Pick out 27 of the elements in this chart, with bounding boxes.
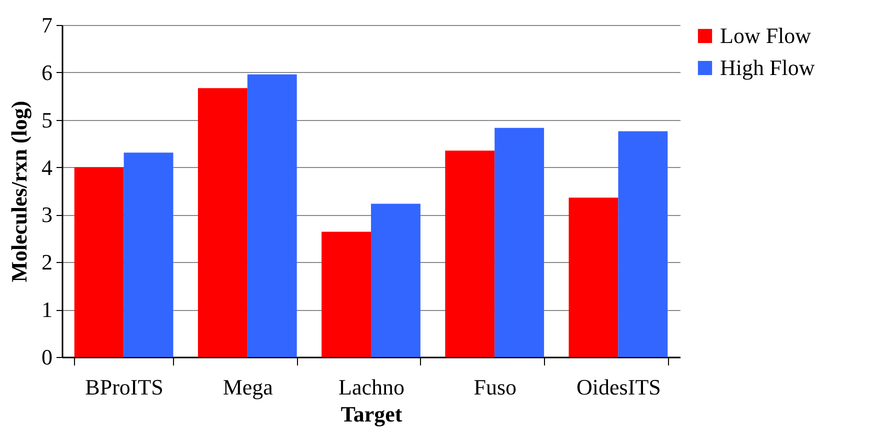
bar — [124, 152, 174, 357]
x-tick-label: BProITS — [85, 374, 164, 400]
bar — [198, 88, 248, 357]
y-tick-label: 1 — [42, 297, 52, 322]
y-axis-title: Molecules/rxn (log) — [6, 100, 32, 282]
y-tick-label: 7 — [42, 12, 52, 38]
x-axis-title: Target — [340, 402, 403, 426]
bar — [74, 167, 124, 357]
x-tick-label: Lachno — [338, 374, 404, 400]
y-tick-label: 4 — [42, 154, 52, 180]
y-tick-label: 5 — [42, 107, 52, 132]
x-tick-label: OidesITS — [576, 374, 661, 400]
legend-label: Low Flow — [720, 23, 812, 48]
bar — [618, 131, 668, 357]
x-tick-label: Mega — [222, 374, 274, 400]
y-tick-label: 0 — [42, 344, 52, 370]
bar — [494, 128, 544, 357]
bar — [445, 150, 495, 357]
bar — [371, 204, 420, 357]
bar — [568, 198, 618, 357]
x-tick-label: Fuso — [474, 374, 516, 400]
y-tick-label: 2 — [42, 250, 52, 275]
legend-label: High Flow — [720, 55, 815, 80]
y-tick-label: 6 — [42, 60, 52, 85]
y-tick-label: 3 — [42, 202, 52, 228]
bar — [247, 74, 297, 357]
bar — [322, 232, 371, 357]
